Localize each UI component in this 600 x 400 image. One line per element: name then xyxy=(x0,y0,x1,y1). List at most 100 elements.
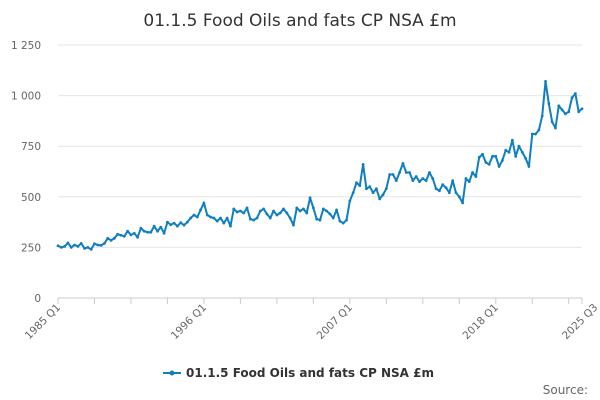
data-point[interactable] xyxy=(192,213,196,217)
data-point[interactable] xyxy=(471,171,474,174)
data-point[interactable] xyxy=(447,191,451,195)
data-point[interactable] xyxy=(434,187,438,191)
data-point[interactable] xyxy=(162,231,166,235)
data-point[interactable] xyxy=(567,110,571,114)
data-point[interactable] xyxy=(418,180,421,184)
data-point[interactable] xyxy=(112,236,116,240)
data-point[interactable] xyxy=(573,92,577,95)
data-point[interactable] xyxy=(152,224,156,228)
data-point[interactable] xyxy=(89,248,93,251)
data-point[interactable] xyxy=(424,179,428,183)
data-point[interactable] xyxy=(321,207,325,211)
data-point[interactable] xyxy=(404,171,408,174)
data-point[interactable] xyxy=(172,221,176,225)
data-point[interactable] xyxy=(454,191,458,195)
data-point[interactable] xyxy=(507,150,511,154)
data-point[interactable] xyxy=(96,243,100,247)
data-point[interactable] xyxy=(497,165,501,168)
data-point[interactable] xyxy=(484,160,488,164)
data-point[interactable] xyxy=(132,231,136,235)
data-point[interactable] xyxy=(547,102,551,106)
data-point[interactable] xyxy=(268,216,272,220)
data-point[interactable] xyxy=(239,209,242,213)
data-point[interactable] xyxy=(494,154,498,158)
data-point[interactable] xyxy=(166,220,169,224)
data-point[interactable] xyxy=(103,241,106,245)
data-point[interactable] xyxy=(444,186,448,190)
data-point[interactable] xyxy=(487,163,491,166)
legend[interactable]: 01.1.5 Food Oils and fats CP NSA £m xyxy=(163,366,434,380)
data-point[interactable] xyxy=(371,191,375,195)
data-point[interactable] xyxy=(335,208,338,212)
data-point[interactable] xyxy=(185,220,189,224)
data-point[interactable] xyxy=(510,138,514,142)
data-point[interactable] xyxy=(93,242,96,246)
data-point[interactable] xyxy=(401,162,405,165)
data-point[interactable] xyxy=(272,209,275,213)
data-point[interactable] xyxy=(139,226,143,230)
data-point[interactable] xyxy=(156,229,159,233)
data-point[interactable] xyxy=(464,177,468,180)
data-point[interactable] xyxy=(142,229,146,233)
data-point[interactable] xyxy=(59,246,63,249)
data-point[interactable] xyxy=(179,221,183,225)
data-point[interactable] xyxy=(159,225,163,229)
data-point[interactable] xyxy=(275,213,279,217)
data-point[interactable] xyxy=(414,175,418,178)
data-point[interactable] xyxy=(554,126,557,130)
data-point[interactable] xyxy=(205,213,209,217)
data-point[interactable] xyxy=(79,241,83,245)
data-point[interactable] xyxy=(248,217,252,221)
data-point[interactable] xyxy=(245,206,249,210)
data-point[interactable] xyxy=(341,221,345,225)
data-point[interactable] xyxy=(580,107,584,111)
data-point[interactable] xyxy=(361,163,365,166)
data-point[interactable] xyxy=(474,175,478,178)
data-point[interactable] xyxy=(441,183,445,187)
data-point[interactable] xyxy=(570,96,574,100)
data-point[interactable] xyxy=(524,156,528,160)
data-point[interactable] xyxy=(215,219,219,223)
data-point[interactable] xyxy=(527,165,531,168)
data-point[interactable] xyxy=(282,207,285,211)
data-point[interactable] xyxy=(109,238,113,242)
data-point[interactable] xyxy=(398,171,401,174)
data-point[interactable] xyxy=(202,201,206,205)
data-point[interactable] xyxy=(467,180,471,184)
data-point[interactable] xyxy=(318,218,322,222)
data-point[interactable] xyxy=(232,207,236,211)
data-point[interactable] xyxy=(225,216,229,220)
data-point[interactable] xyxy=(501,158,504,162)
data-point[interactable] xyxy=(577,110,581,114)
data-point[interactable] xyxy=(408,171,411,174)
data-point[interactable] xyxy=(355,181,358,185)
data-point[interactable] xyxy=(175,224,179,228)
data-point[interactable] xyxy=(76,244,80,248)
data-point[interactable] xyxy=(199,208,203,212)
data-point[interactable] xyxy=(73,243,76,247)
data-point[interactable] xyxy=(252,218,256,222)
data-point[interactable] xyxy=(517,144,521,148)
data-point[interactable] xyxy=(368,185,372,189)
data-point[interactable] xyxy=(56,244,60,248)
data-point[interactable] xyxy=(285,211,289,215)
data-point[interactable] xyxy=(378,197,382,201)
data-point[interactable] xyxy=(530,132,534,136)
data-point[interactable] xyxy=(222,221,226,225)
data-point[interactable] xyxy=(106,236,110,240)
data-point[interactable] xyxy=(292,223,295,227)
data-point[interactable] xyxy=(381,193,385,197)
data-point[interactable] xyxy=(295,206,299,210)
data-point[interactable] xyxy=(437,189,441,193)
data-point[interactable] xyxy=(544,80,547,83)
data-point[interactable] xyxy=(219,216,222,220)
data-point[interactable] xyxy=(311,206,315,210)
data-point[interactable] xyxy=(328,212,332,216)
data-point[interactable] xyxy=(288,216,292,220)
data-point[interactable] xyxy=(557,104,561,108)
data-point[interactable] xyxy=(298,209,302,213)
data-point[interactable] xyxy=(374,187,378,191)
data-point[interactable] xyxy=(514,154,518,158)
data-point[interactable] xyxy=(534,132,537,136)
data-point[interactable] xyxy=(338,219,342,223)
